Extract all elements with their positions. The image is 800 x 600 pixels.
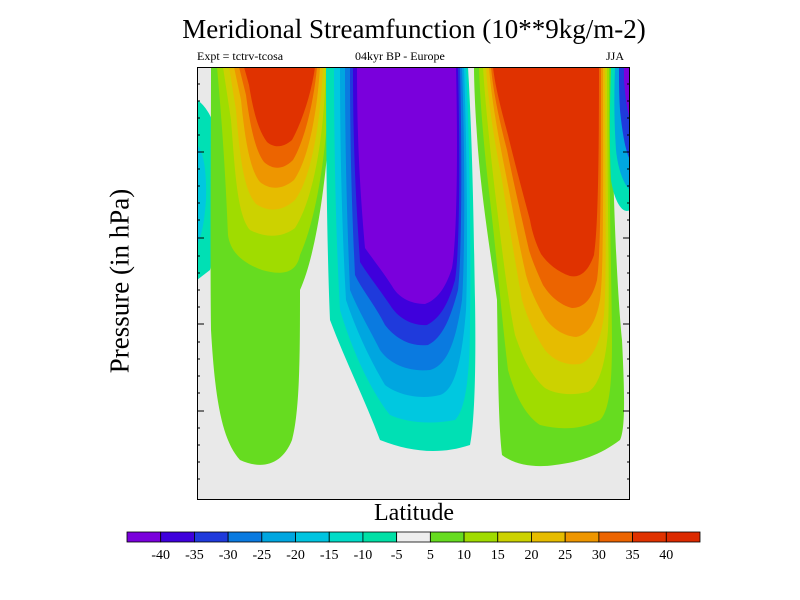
colorbar-swatch bbox=[665, 531, 701, 543]
colorbar-label: -15 bbox=[320, 548, 339, 563]
colorbar-swatch bbox=[531, 531, 566, 543]
plot-frame bbox=[197, 67, 630, 500]
positive-cell-south bbox=[474, 67, 625, 467]
negative-cell-central bbox=[326, 67, 476, 452]
colorbar-swatch bbox=[160, 531, 195, 543]
colorbar-label: 20 bbox=[524, 548, 538, 563]
x-axis-label: Latitude bbox=[374, 500, 454, 526]
colorbar-swatch bbox=[564, 531, 600, 543]
colorbar-swatch bbox=[632, 531, 667, 543]
colorbar-label: 30 bbox=[592, 548, 606, 563]
colorbar-label: 10 bbox=[457, 548, 471, 563]
positive-cell-north bbox=[210, 67, 332, 465]
colorbar-label: 5 bbox=[427, 548, 434, 563]
colorbar-swatch bbox=[497, 531, 532, 543]
season-label: JJA bbox=[606, 49, 625, 63]
colorbar-label: 35 bbox=[626, 548, 640, 563]
colorbar-label: -25 bbox=[252, 548, 271, 563]
colorbar-swatch bbox=[463, 531, 499, 543]
colorbar-label: -10 bbox=[354, 548, 373, 563]
negative-cell-right-edge bbox=[609, 67, 630, 211]
colorbar-swatch bbox=[261, 531, 296, 543]
colorbar-label: 25 bbox=[558, 548, 572, 563]
colorbar-swatch bbox=[396, 531, 431, 543]
colorbar-swatch bbox=[598, 531, 633, 543]
colorbar-label: -20 bbox=[286, 548, 305, 563]
colorbar-label: 40 bbox=[659, 548, 673, 563]
colorbar-swatch bbox=[429, 531, 465, 543]
colorbar-swatch bbox=[362, 531, 398, 543]
colorbar-swatch bbox=[328, 531, 364, 543]
colorbar-label: -40 bbox=[151, 548, 170, 563]
colorbar-swatch bbox=[126, 531, 162, 543]
y-axis-ticks bbox=[197, 83, 630, 480]
colorbar-label: -35 bbox=[185, 548, 204, 563]
region-label: 04kyr BP - Europe bbox=[355, 49, 445, 63]
experiment-label: Expt = tctrv-tcosa bbox=[197, 49, 284, 63]
colorbar-swatch bbox=[295, 531, 330, 543]
colorbar-swatch bbox=[194, 531, 229, 543]
colorbar-label: -5 bbox=[391, 548, 403, 563]
colorbar-swatch bbox=[227, 531, 263, 543]
colorbar-label: 15 bbox=[491, 548, 505, 563]
colorbar-label: -30 bbox=[219, 548, 238, 563]
chart-title: Meridional Streamfunction (10**9kg/m-2) bbox=[182, 14, 646, 44]
